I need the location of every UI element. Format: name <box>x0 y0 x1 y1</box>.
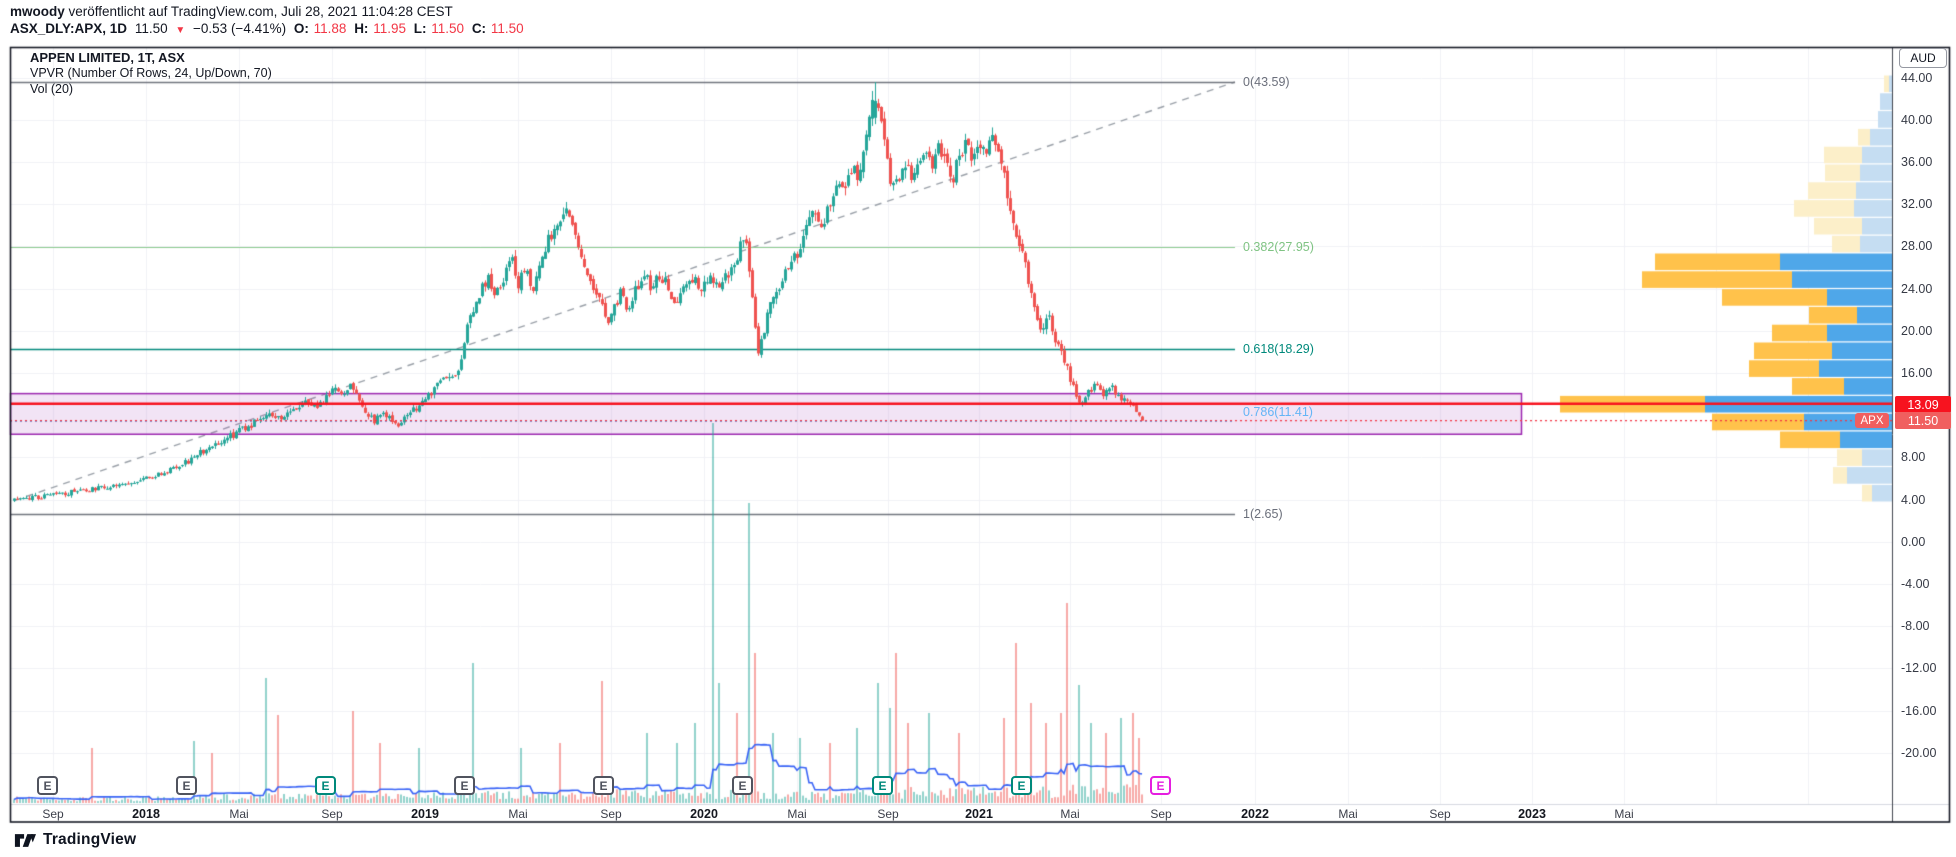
price-tick-label: -16.00 <box>1901 703 1937 718</box>
price-tick-label: 8.00 <box>1901 450 1926 465</box>
price-tick-label: 24.00 <box>1901 281 1933 296</box>
low-label: L: <box>413 21 427 36</box>
author-name: mwoody <box>10 4 65 19</box>
time-axis-label: 2020 <box>690 807 718 821</box>
time-axis-label: Sep <box>600 807 622 821</box>
price-tick-label: -20.00 <box>1901 745 1937 760</box>
symbol-interval: ASX_DLY:APX, 1D <box>10 21 128 36</box>
last-price-badge: 11.50 <box>1895 412 1951 429</box>
time-axis-label: 2018 <box>132 807 160 821</box>
time-axis-label: 2023 <box>1518 807 1546 821</box>
time-axis-label: Mai <box>229 807 249 821</box>
time-axis-label: 2021 <box>965 807 993 821</box>
low-value: 11.50 <box>431 21 465 36</box>
price-tick-label: 4.00 <box>1901 492 1926 507</box>
earnings-marker[interactable]: E <box>454 776 475 795</box>
high-value: 11.95 <box>373 21 406 36</box>
earnings-marker[interactable]: E <box>732 776 753 795</box>
currency-badge[interactable]: AUD <box>1899 48 1947 68</box>
time-axis-label: Sep <box>321 807 343 821</box>
price-tick-label: -12.00 <box>1901 661 1937 676</box>
close-value: 11.50 <box>490 21 524 36</box>
footer-bar: TradingView <box>14 831 136 849</box>
earnings-marker[interactable]: E <box>315 776 336 795</box>
symbol-price-chip: APX <box>1855 413 1889 428</box>
price-tick-label: -4.00 <box>1901 577 1930 592</box>
price-change: −0.53 (−4.41%) <box>193 21 287 36</box>
symbol-ohlc-row: ASX_DLY:APX, 1D 11.50 ▼ −0.53 (−4.41%) O… <box>10 21 528 36</box>
fib-level-label-0786: 0.786(11.41) <box>1243 405 1313 420</box>
price-tick-label: 28.00 <box>1901 239 1933 254</box>
indicator-vol-label[interactable]: Vol (20) <box>30 82 74 96</box>
earnings-marker[interactable]: E <box>176 776 197 795</box>
earnings-marker[interactable]: E <box>593 776 614 795</box>
earnings-marker[interactable]: E <box>1150 776 1171 795</box>
open-value: 11.88 <box>313 21 347 36</box>
high-label: H: <box>354 21 369 36</box>
publish-info-row: mwoody veröffentlicht auf TradingView.co… <box>10 4 453 19</box>
price-tick-label: 32.00 <box>1901 197 1933 212</box>
publish-text: veröffentlicht auf TradingView.com, Juli… <box>64 4 453 19</box>
price-tick-label: 40.00 <box>1901 112 1933 127</box>
time-axis-label: Mai <box>1060 807 1080 821</box>
tradingview-logo-icon[interactable] <box>14 832 36 849</box>
fib-level-label-0618: 0.618(18.29) <box>1243 341 1314 356</box>
earnings-marker[interactable]: E <box>1011 776 1032 795</box>
earnings-marker[interactable]: E <box>37 776 58 795</box>
price-down-icon: ▼ <box>175 25 186 36</box>
price-tick-label: 44.00 <box>1901 70 1933 85</box>
time-axis-label: Mai <box>508 807 528 821</box>
chart-title[interactable]: APPEN LIMITED, 1T, ASX <box>30 50 185 65</box>
fib-level-label-0: 0(43.59) <box>1243 75 1290 89</box>
time-axis-label: Mai <box>787 807 807 821</box>
time-axis-label: 2022 <box>1241 807 1269 821</box>
price-tick-label: 20.00 <box>1901 323 1933 338</box>
price-tick-label: -8.00 <box>1901 619 1930 634</box>
time-axis-label: Sep <box>1150 807 1172 821</box>
alert-price-badge: 13.09 <box>1895 396 1951 413</box>
time-axis-label: Mai <box>1614 807 1634 821</box>
last-price: 11.50 <box>134 21 168 36</box>
tradingview-brand-text[interactable]: TradingView <box>43 831 137 848</box>
time-axis-label: Sep <box>877 807 899 821</box>
time-axis-label: Mai <box>1338 807 1358 821</box>
price-tick-label: 0.00 <box>1901 534 1926 549</box>
price-tick-label: 36.00 <box>1901 155 1933 170</box>
time-axis-label: 2019 <box>411 807 439 821</box>
fib-level-label-0382: 0.382(27.95) <box>1243 240 1314 254</box>
close-label: C: <box>471 21 487 36</box>
time-axis-label: Sep <box>42 807 64 821</box>
fib-level-label-1: 1(2.65) <box>1243 506 1283 521</box>
time-axis-label: Sep <box>1429 807 1451 821</box>
price-tick-label: 16.00 <box>1901 366 1933 381</box>
earnings-marker[interactable]: E <box>872 776 893 795</box>
open-label: O: <box>293 21 309 36</box>
indicator-vpvr-label[interactable]: VPVR (Number Of Rows, 24, Up/Down, 70) <box>30 66 272 80</box>
